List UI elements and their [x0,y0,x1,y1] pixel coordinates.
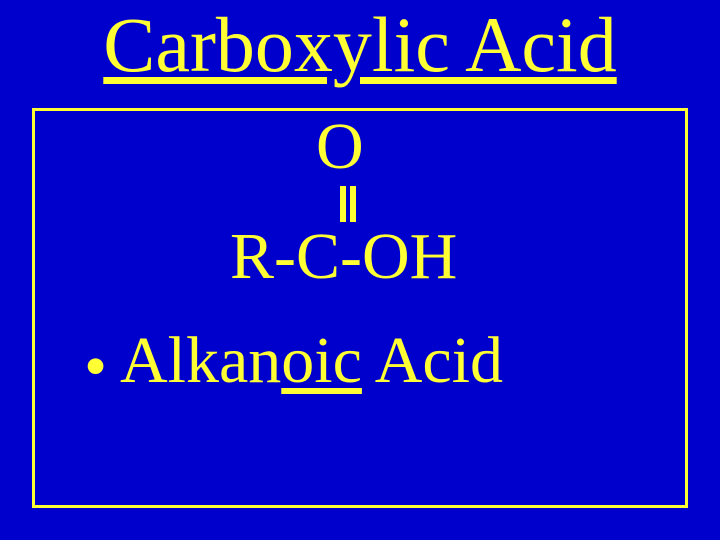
double-bond-icon [340,186,356,222]
bullet-text-prefix: Alkan [120,324,281,397]
bullet-text-underlined: oic [281,324,362,397]
slide: Carboxylic Acid O R-C-OH • Alkanoic Acid [0,0,720,540]
bond-bar-left [340,186,346,222]
bullet-text-suffix: Acid [362,324,503,397]
structural-formula: R-C-OH [230,224,457,290]
slide-title: Carboxylic Acid [0,6,720,84]
oxygen-atom-label: O [316,114,364,180]
bond-bar-right [350,186,356,222]
bullet-item-alkanoic: • Alkanoic Acid [84,328,503,400]
bullet-dot-icon: • [84,334,107,400]
